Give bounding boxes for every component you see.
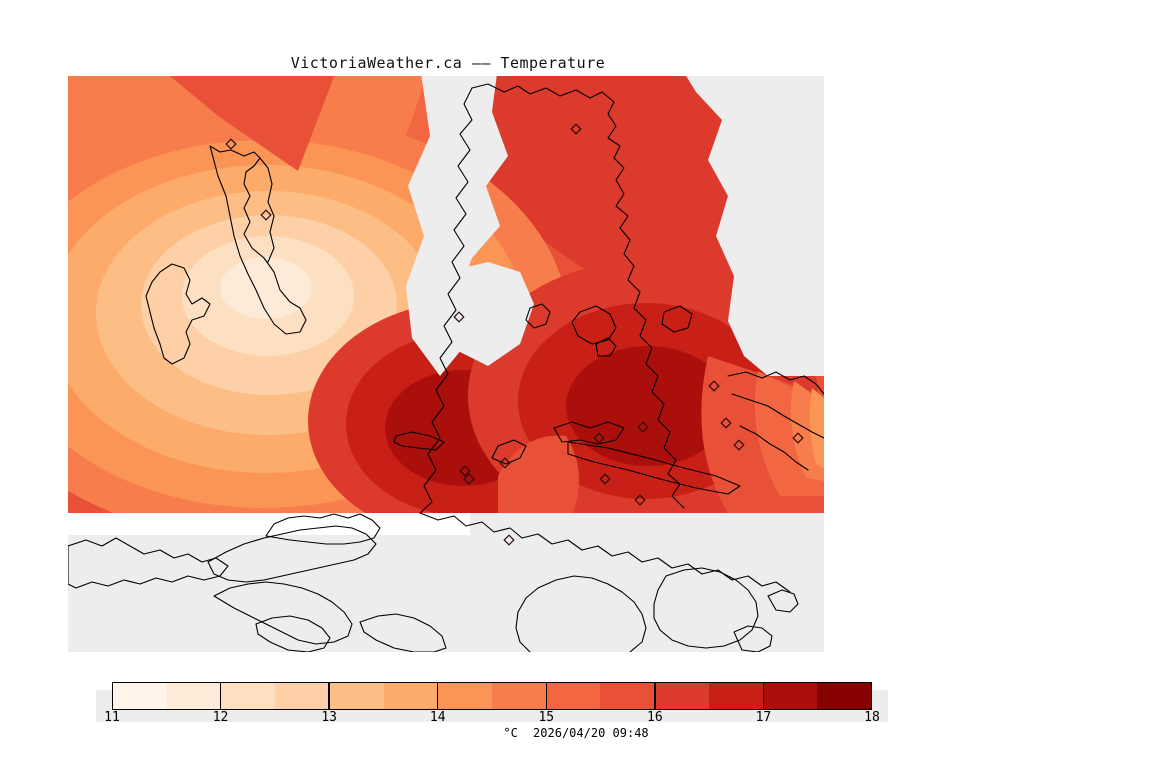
page-title: VictoriaWeather.ca —— Temperature bbox=[290, 54, 606, 72]
colorbar-band bbox=[113, 683, 168, 709]
colorbar-band bbox=[329, 683, 384, 709]
colorbar-band bbox=[275, 683, 330, 709]
colorbar-tick-label: 15 bbox=[538, 710, 555, 725]
temperature-contour-map[interactable] bbox=[68, 76, 824, 652]
colorbar-tick-label: 12 bbox=[212, 710, 229, 725]
colorbar-band bbox=[221, 683, 276, 709]
colorbar-band bbox=[654, 683, 709, 709]
coastlines bbox=[68, 83, 824, 652]
timestamp-label: 2026/04/20 09:48 bbox=[533, 726, 649, 740]
colorbar-band bbox=[600, 683, 655, 709]
colorbar[interactable]: 11 12 13 14 15 16 17 18 bbox=[96, 676, 888, 725]
colorbar-tick-label: 14 bbox=[429, 710, 446, 725]
colorbar-band bbox=[708, 683, 763, 709]
colorbar-tick-label: 18 bbox=[864, 710, 880, 725]
colorbar-band bbox=[546, 683, 601, 709]
map-panel[interactable] bbox=[68, 76, 824, 652]
station-markers[interactable] bbox=[225, 123, 804, 546]
colorbar-tick-label: 13 bbox=[321, 710, 337, 725]
colorbar-tick-label: 17 bbox=[755, 710, 772, 725]
colorbar-bands[interactable] bbox=[112, 682, 872, 710]
colorbar-footer: °C 2026/04/20 09:48 bbox=[0, 726, 1152, 740]
colorbar-tick-labels: 11 12 13 14 15 16 17 18 bbox=[96, 710, 888, 728]
colorbar-band bbox=[762, 683, 817, 709]
colorbar-tick-label: 11 bbox=[104, 710, 120, 725]
colorbar-band bbox=[437, 683, 492, 709]
colorbar-band bbox=[383, 683, 438, 709]
colorbar-tick-label: 16 bbox=[647, 710, 663, 725]
colorbar-band bbox=[491, 683, 547, 709]
units-label: °C bbox=[503, 726, 518, 740]
sea-mask bbox=[68, 76, 824, 652]
colorbar-band bbox=[816, 683, 871, 709]
colorbar-band bbox=[167, 683, 222, 709]
